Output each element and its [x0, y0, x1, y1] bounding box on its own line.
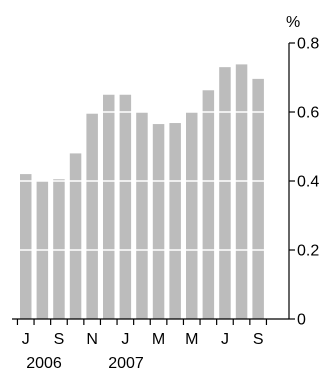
x-tick-label: N [86, 331, 98, 348]
x-tick-label: M [185, 331, 198, 348]
bar [53, 179, 65, 319]
y-ticks: 0 0.2 0.4 0.6 0.8 [289, 36, 319, 329]
unit-label: % [286, 14, 300, 31]
bar [136, 112, 148, 319]
bar [169, 123, 181, 319]
y-tick-label: 0.6 [297, 105, 319, 122]
bar [20, 174, 32, 319]
x-tick-label: J [22, 331, 30, 348]
bar [119, 94, 132, 319]
gridlines [17, 42, 289, 251]
x-tick-label: M [152, 331, 165, 348]
y-tick-label: 0.4 [297, 174, 319, 191]
x-tick-label: S [54, 331, 65, 348]
x-ticks: J S N J M M J S 2006 2007 [16, 319, 268, 372]
x-tick-label: S [253, 331, 264, 348]
bar [103, 94, 115, 319]
bar [202, 90, 215, 319]
y-tick-label: 0.2 [297, 243, 319, 260]
bar [235, 64, 248, 319]
bar [86, 113, 98, 319]
bar [219, 67, 231, 320]
x-tick-label: J [221, 331, 229, 348]
x-tick-label: J [121, 331, 129, 348]
bar [152, 124, 165, 319]
y-tick-label: 0 [297, 312, 306, 329]
bars-group [20, 64, 264, 320]
y-tick-label: 0.8 [297, 36, 319, 53]
bar [69, 153, 82, 319]
year-label: 2007 [108, 355, 144, 372]
bar [186, 112, 198, 319]
year-label: 2006 [26, 355, 62, 372]
bar [252, 78, 264, 319]
